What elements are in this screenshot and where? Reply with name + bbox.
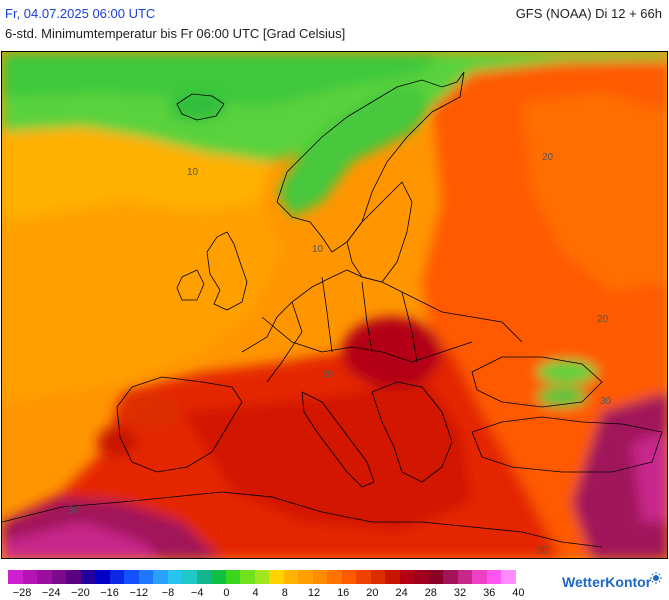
legend-tick-label: −20: [71, 587, 90, 599]
legend-tick-label: 40: [512, 587, 525, 599]
legend-swatch: [443, 570, 458, 584]
legend-swatch: [472, 570, 487, 584]
contour-labels: 10 10 20 20 20 30 30 30: [68, 152, 612, 556]
country-borders: [2, 71, 663, 548]
legend-tick-label: 36: [483, 587, 496, 599]
legend-tick-label: −12: [129, 587, 149, 599]
legend-tick-label: 12: [307, 587, 321, 599]
legend-swatch: [298, 570, 313, 584]
contour-label: 20: [542, 152, 554, 163]
legend-swatch: [312, 570, 327, 584]
temperature-map: 10 10 20 20 20 30 30 30: [1, 51, 668, 559]
contour-label: 20: [322, 369, 334, 380]
legend-tick-label: −24: [41, 587, 61, 599]
legend-swatch: [269, 570, 284, 584]
legend-swatch: [414, 570, 429, 584]
model-run-label: GFS (NOAA) Di 12 + 66h: [515, 6, 662, 21]
legend-swatch: [196, 570, 211, 584]
forecast-date: Fr, 04.07.2025 06:00 UTC: [5, 6, 156, 21]
legend-swatch: [399, 570, 414, 584]
legend-tick-label: −8: [161, 587, 175, 599]
legend-swatch: [254, 570, 269, 584]
legend-swatch: [327, 570, 342, 584]
wetterkontor-logo-icon: [650, 572, 662, 584]
legend-swatch: [37, 570, 52, 584]
legend-swatch: [225, 570, 240, 584]
legend-tick-label: 20: [366, 587, 379, 599]
legend-swatch: [385, 570, 400, 584]
legend-swatch: [457, 570, 472, 584]
legend-swatch: [501, 570, 516, 584]
contour-label: 10: [312, 244, 324, 255]
legend-swatch: [182, 570, 197, 584]
legend-swatch: [356, 570, 371, 584]
wetterkontor-brand: WetterKontor: [562, 574, 652, 590]
legend-swatch: [486, 570, 501, 584]
legend-swatch: [8, 570, 23, 584]
contour-label: 30: [600, 396, 612, 407]
contour-label: 20: [597, 314, 609, 325]
legend-swatch: [22, 570, 37, 584]
contour-label: 10: [187, 167, 199, 178]
legend-swatch: [124, 570, 139, 584]
legend-tick-label: 8: [281, 587, 288, 599]
legend-swatch: [283, 570, 298, 584]
legend-tick-label: −28: [12, 587, 32, 599]
legend-tick-label: 28: [424, 587, 437, 599]
legend-tick-label: 32: [453, 587, 467, 599]
legend-tick-label: 16: [337, 587, 350, 599]
legend-swatch: [66, 570, 81, 584]
legend-swatch: [370, 570, 385, 584]
legend-swatch: [341, 570, 356, 584]
map-subtitle: 6-std. Minimumtemperatur bis Fr 06:00 UT…: [5, 26, 346, 41]
legend-swatch: [95, 570, 110, 584]
legend-swatch: [211, 570, 226, 584]
legend-tick-label: −4: [190, 587, 204, 599]
legend-swatch: [138, 570, 153, 584]
legend-swatch: [153, 570, 168, 584]
color-scale-legend: [8, 570, 516, 584]
legend-swatch: [428, 570, 443, 584]
legend-swatch: [167, 570, 182, 584]
legend-tick-label: 0: [223, 587, 230, 599]
legend-swatch: [80, 570, 95, 584]
contour-label: 30: [537, 545, 549, 556]
legend-swatch: [51, 570, 66, 584]
legend-swatch: [240, 570, 255, 584]
legend-tick-label: 4: [252, 587, 259, 599]
contour-label: 30: [68, 505, 80, 516]
legend-swatch: [109, 570, 124, 584]
legend-tick-label: −16: [100, 587, 119, 599]
map-canvas: 10 10 20 20 20 30 30 30: [2, 52, 667, 558]
legend-tick-label: 24: [395, 587, 408, 599]
